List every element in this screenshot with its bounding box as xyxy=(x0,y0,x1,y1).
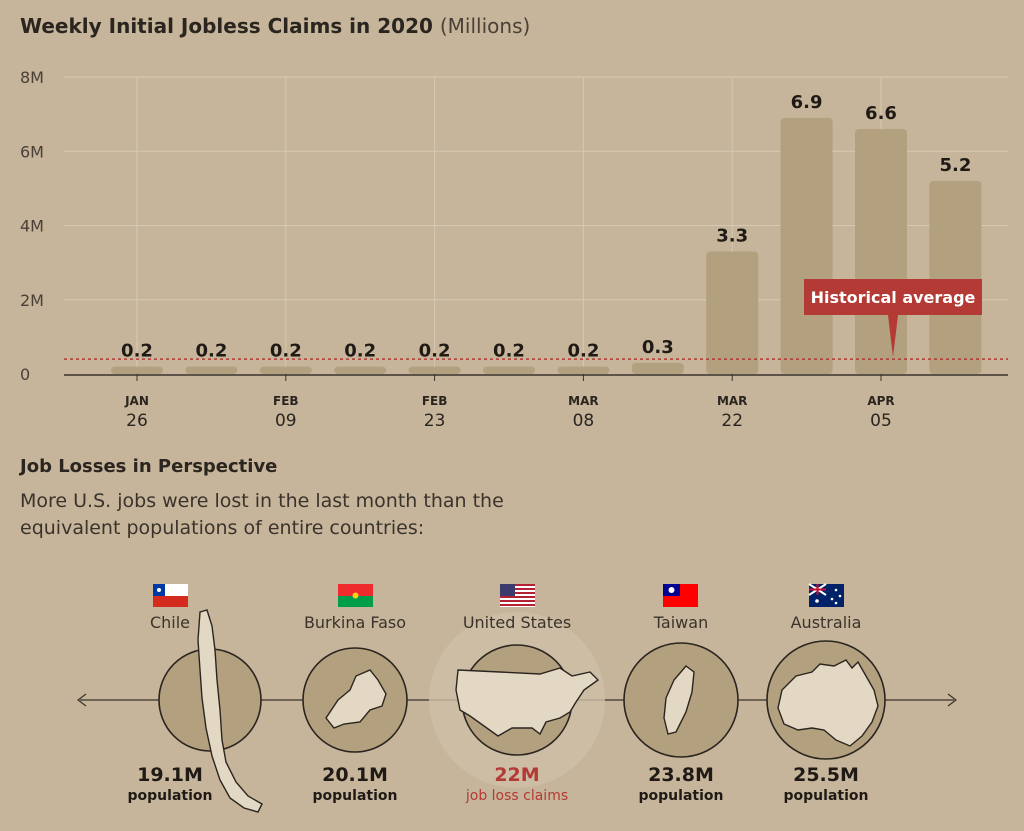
bar xyxy=(334,366,387,374)
bar-value-label: 0.2 xyxy=(270,341,302,362)
taiwan-circle xyxy=(623,642,739,758)
stat-value-burkina-faso: 20.1M xyxy=(322,764,388,786)
chart-title-unit: (Millions) xyxy=(439,14,531,38)
bar-value-label: 6.9 xyxy=(791,92,823,113)
taiwan-shape-icon xyxy=(663,665,695,735)
y-tick-label: 2M xyxy=(20,291,44,310)
x-tick-day: 08 xyxy=(573,411,595,431)
bar xyxy=(408,366,461,374)
bar xyxy=(483,366,535,374)
us-shape-icon xyxy=(455,667,600,737)
x-tick-month: FEB xyxy=(422,394,448,408)
australia-shape-icon xyxy=(777,659,879,747)
bar xyxy=(929,180,982,374)
country-label-chile: Chile xyxy=(149,613,191,632)
stat-sub-taiwan: population xyxy=(638,788,724,804)
bar xyxy=(111,366,163,374)
burkina-faso-circle xyxy=(302,647,408,753)
bar-value-label: 0.3 xyxy=(642,337,674,358)
x-tick-month: APR xyxy=(867,394,894,408)
x-tick-month: FEB xyxy=(273,394,299,408)
bar xyxy=(706,251,759,374)
country-label-taiwan: Taiwan xyxy=(653,613,709,632)
chart-title-text: Weekly Initial Jobless Claims in 2020 xyxy=(20,14,433,38)
bar-chart: 0 2M 4M 6M 8M 0.2 0.2 0.2 0.2 0.2 0.2 0.2 0.3 3.3 6.9 6… xyxy=(20,68,1008,431)
burkina-faso-shape-icon xyxy=(325,669,387,729)
bar xyxy=(259,366,312,374)
stat-value-australia: 25.5M xyxy=(793,764,859,786)
bar xyxy=(855,128,907,374)
bar-value-label: 5.2 xyxy=(939,155,971,176)
bar xyxy=(185,366,238,374)
bar-value-label: 3.3 xyxy=(716,225,748,246)
historical-average-box xyxy=(804,279,982,315)
axis-right-arrow-icon xyxy=(947,693,957,707)
bar-value-label: 0.2 xyxy=(121,341,153,362)
y-tick-label: 4M xyxy=(20,217,44,236)
burkina-faso-flag-icon xyxy=(338,584,373,607)
x-tick-month: JAN xyxy=(124,394,149,408)
us-flag-icon xyxy=(500,584,535,607)
y-tick-label: 8M xyxy=(20,68,44,87)
bar-value-label: 0.2 xyxy=(419,341,451,362)
bar-value-label: 0.2 xyxy=(344,341,376,362)
stat-sub-chile: population xyxy=(127,788,213,804)
taiwan-flag-icon xyxy=(663,584,698,607)
bar xyxy=(631,362,684,374)
bar-value-label: 0.2 xyxy=(195,341,227,362)
australia-circle xyxy=(766,640,886,760)
stat-sub-burkina-faso: population xyxy=(312,788,398,804)
x-tick-month: MAR xyxy=(717,394,747,408)
us-halo xyxy=(429,612,605,788)
x-tick-day: 22 xyxy=(721,411,743,431)
axis-left-arrow-icon xyxy=(77,693,87,707)
chart-title: Weekly Initial Jobless Claims in 2020 (M… xyxy=(20,14,530,38)
stat-value-chile: 19.1M xyxy=(137,764,203,786)
bar-value-label: 0.2 xyxy=(493,341,525,362)
country-label-australia: Australia xyxy=(790,613,862,632)
x-tick-month: MAR xyxy=(568,394,598,408)
chile-circle xyxy=(158,648,262,752)
bar-value-label: 0.2 xyxy=(567,341,599,362)
bar xyxy=(557,366,610,374)
country-label-united-states: United States xyxy=(462,613,572,632)
x-tick-day: 26 xyxy=(126,411,148,431)
perspective-subtitle: More U.S. jobs were lost in the last mon… xyxy=(20,490,504,539)
perspective-title: Job Losses in Perspective xyxy=(20,456,278,477)
australia-flag-icon xyxy=(808,583,844,607)
historical-average-label: Historical average xyxy=(811,288,976,307)
bar-value-label: 6.6 xyxy=(865,103,897,124)
stat-value-taiwan: 23.8M xyxy=(648,764,714,786)
y-tick-label: 0 xyxy=(20,365,30,384)
y-tick-label: 6M xyxy=(20,142,44,161)
historical-average-pointer xyxy=(888,315,898,358)
x-tick-day: 23 xyxy=(424,411,446,431)
x-tick-day: 09 xyxy=(275,411,297,431)
chile-flag-icon xyxy=(153,584,188,607)
stat-value-united-states: 22M xyxy=(494,764,540,786)
bar xyxy=(780,117,833,375)
us-circle xyxy=(461,644,573,756)
x-tick-day: 05 xyxy=(870,411,892,431)
country-label-burkina-faso: Burkina Faso xyxy=(303,613,407,632)
stat-sub-australia: population xyxy=(783,788,869,804)
stat-sub-united-states: job loss claims xyxy=(465,788,569,804)
